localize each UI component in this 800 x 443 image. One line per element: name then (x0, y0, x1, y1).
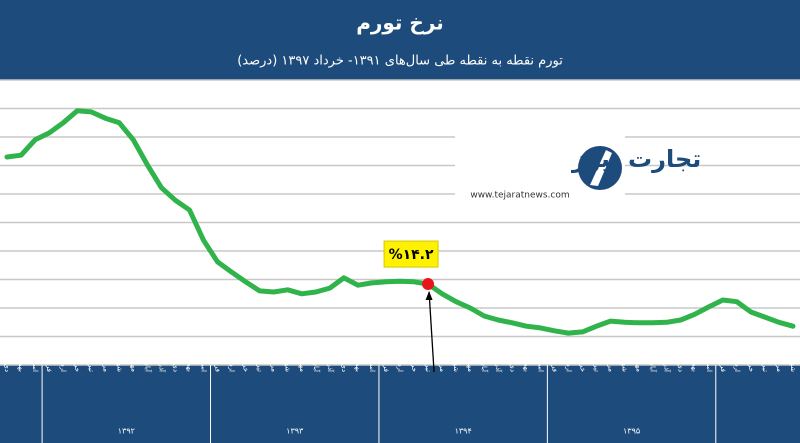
x-tick-label: شهریور (284, 349, 292, 372)
x-tick-label: تیر (256, 363, 264, 372)
x-tick-label: فروردین (550, 348, 558, 372)
x-tick-label: شهریور (621, 349, 629, 372)
x-tick-label: مرداد (101, 356, 109, 372)
x-tick-label: شهریور (115, 349, 123, 372)
x-tick-label: مهر (466, 360, 474, 372)
x-tick-label: خرداد (242, 356, 250, 372)
x-tick-label: فروردین (719, 348, 727, 372)
x-tick-label: دی (508, 363, 516, 372)
x-tick-label: آذر (494, 363, 503, 373)
x-tick-label: بهمن (691, 357, 699, 372)
logo-icon-mark (590, 150, 612, 186)
x-tick-label: تیر (592, 363, 600, 372)
chart-title: نرخ تورم (356, 11, 444, 35)
annotation-arrow (428, 292, 435, 373)
x-tick-label: آبان (312, 361, 321, 373)
x-tick-label: مهر (129, 360, 137, 372)
x-tick-label: بهمن (185, 357, 193, 372)
x-tick-label: آبان (649, 361, 658, 373)
x-tick-label: آبان (480, 361, 489, 373)
logo-box (455, 128, 625, 210)
x-tick-label: آذر (663, 363, 672, 373)
x-tick-label: اسفند (31, 355, 39, 372)
x-tick-label: خرداد (410, 356, 418, 372)
x-tick-label: تیر (87, 363, 95, 372)
logo: تجارت نیوز www.tejaratnews.com (455, 128, 701, 210)
x-tick-label: اسفند (200, 355, 208, 372)
chart-subtitle: تورم نقطه به نقطه طی سال‌های ۱۳۹۱- خرداد… (237, 54, 563, 69)
x-tick-label: اسفند (368, 355, 376, 372)
logo-name: تجارت نیوز (571, 145, 701, 173)
x-tick-label: بهمن (354, 357, 362, 372)
x-tick-label: فروردین (382, 348, 390, 372)
x-tick-label: آذر (326, 363, 335, 373)
x-tick-label: بهمن (522, 357, 530, 372)
x-tick-label: اردیبهشت (59, 343, 67, 372)
x-tick-label: خرداد (578, 356, 586, 372)
line-series (4, 108, 796, 336)
x-tick-label: مرداد (775, 356, 783, 372)
x-tick-label: مهر (635, 360, 643, 372)
x-tick-label: دی (171, 363, 179, 372)
x-tick-label: تیر (761, 363, 769, 372)
x-tick-label: فروردین (45, 348, 53, 372)
x-tick-label: دی (340, 363, 348, 372)
year-label: ۱۳۹۵ (623, 427, 640, 436)
x-tick-label: فروردین (214, 348, 222, 372)
x-tick-label: اردیبهشت (564, 343, 572, 372)
x-tick-label: اسفند (705, 355, 713, 372)
year-label: ۱۳۹۴ (455, 427, 472, 436)
header (0, 0, 800, 80)
annotation-arrow-head (425, 291, 433, 301)
x-tick-label: دی (3, 363, 11, 372)
x-tick-label: دی (677, 363, 685, 372)
x-tick-label: مرداد (438, 356, 446, 372)
x-tick-label: آبان (143, 361, 152, 373)
x-tick-label: شهریور (789, 349, 797, 372)
x-axis-band (0, 365, 800, 443)
year-label: ۱۳۹۳ (286, 427, 304, 436)
x-tick-label: اردیبهشت (396, 343, 404, 372)
value-label: %۱۴.۲ (389, 247, 434, 263)
x-tick-label: اسفند (536, 355, 544, 372)
x-tick-label: خرداد (747, 356, 755, 372)
x-tick-label: خرداد (73, 356, 81, 372)
x-tick-label: مرداد (607, 356, 615, 372)
year-label: ۱۳۹۲ (118, 427, 135, 436)
x-tick-label: شهریور (452, 349, 460, 372)
x-tick-label: بهمن (17, 357, 25, 372)
x-tick-label: اردیبهشت (733, 343, 741, 372)
highlight-point (422, 278, 435, 291)
x-tick-label: مهر (298, 360, 306, 372)
x-tick-label: اردیبهشت (228, 343, 236, 372)
x-tick-label: تیر (424, 363, 432, 372)
value-label-box (383, 240, 439, 268)
logo-url: www.tejaratnews.com (470, 191, 569, 201)
x-tick-label: آذر (157, 363, 166, 373)
x-tick-label: مرداد (270, 356, 278, 372)
